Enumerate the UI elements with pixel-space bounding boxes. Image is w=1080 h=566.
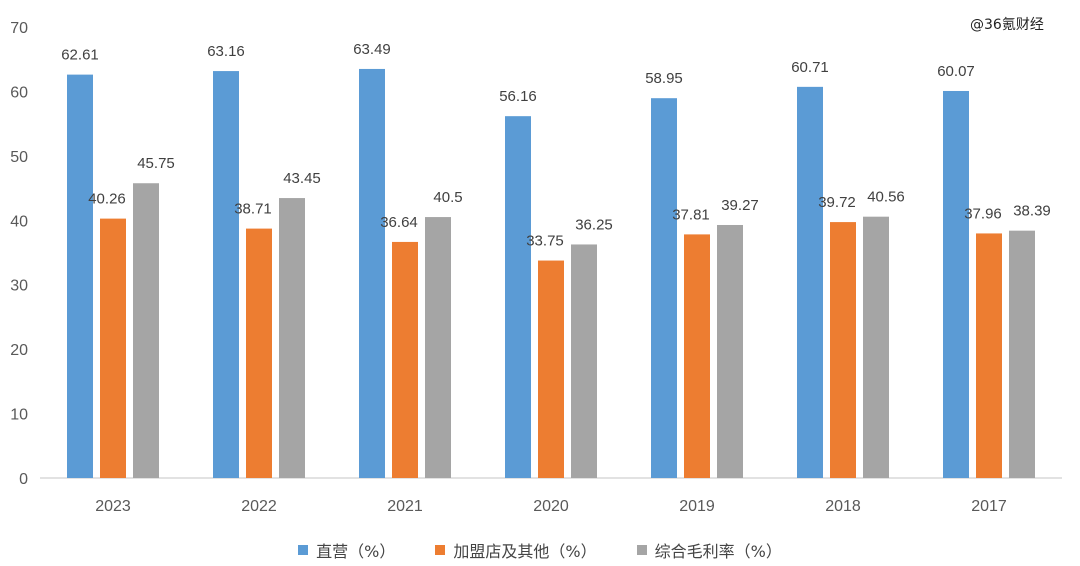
data-label: 33.75 <box>526 233 564 250</box>
data-label: 43.45 <box>283 170 321 187</box>
bar-s1 <box>797 86 823 479</box>
data-label: 45.75 <box>137 155 175 172</box>
x-tick-label: 2021 <box>387 498 423 515</box>
legend: 直营（%） 加盟店及其他（%） 综合毛利率（%） <box>0 538 1080 562</box>
data-label: 38.39 <box>1013 203 1051 220</box>
y-tick-label: 50 <box>10 149 28 166</box>
watermark: @36氪财经 <box>970 17 1044 33</box>
y-tick-label: 40 <box>10 213 28 230</box>
bar-s2 <box>684 234 710 478</box>
data-label: 60.71 <box>791 59 829 76</box>
legend-label-direct: 直营（%） <box>316 542 396 561</box>
bar-s3 <box>863 216 889 478</box>
y-tick-label: 60 <box>10 84 28 101</box>
legend-label-gross-margin: 综合毛利率（%） <box>654 542 782 561</box>
legend-swatch-gross-margin <box>636 545 647 555</box>
bar-s1 <box>359 68 385 479</box>
y-tick-label: 10 <box>10 407 28 424</box>
data-label: 38.71 <box>234 201 272 218</box>
legend-item-franchise: 加盟店及其他（%） <box>435 538 597 562</box>
data-label: 63.49 <box>353 41 391 58</box>
legend-item-direct: 直营（%） <box>298 538 395 562</box>
legend-label-franchise: 加盟店及其他（%） <box>453 542 597 561</box>
bar-s3 <box>279 198 305 478</box>
data-label: 36.25 <box>575 216 613 233</box>
bar-s2 <box>830 222 856 478</box>
data-label: 60.07 <box>937 63 975 80</box>
bar-s1 <box>67 74 93 478</box>
data-label: 63.16 <box>207 43 245 60</box>
data-label: 36.64 <box>380 214 418 231</box>
bar-s3 <box>425 217 451 479</box>
data-label: 37.81 <box>672 206 710 223</box>
x-tick-label: 2019 <box>679 498 715 515</box>
data-label: 39.27 <box>721 197 759 214</box>
x-tick-label: 2020 <box>533 498 569 515</box>
legend-item-gross-margin: 综合毛利率（%） <box>636 538 782 562</box>
data-label: 58.95 <box>645 70 683 87</box>
data-label: 62.61 <box>61 47 99 64</box>
bar-s2 <box>538 260 564 478</box>
x-tick-label: 2018 <box>825 498 861 515</box>
x-tick-label: 2022 <box>241 498 277 515</box>
x-tick-label: 2017 <box>971 498 1007 515</box>
bar-chart: 0 10 20 30 40 50 60 70 62.61 40.26 45.75 2023 63.16 3… <box>10 20 1062 515</box>
data-label: 40.5 <box>433 189 462 206</box>
data-label: 40.56 <box>867 189 905 206</box>
bar-s3 <box>133 183 159 478</box>
bar-s1 <box>651 98 677 478</box>
bar-s1 <box>213 71 239 478</box>
y-tick-label: 70 <box>10 20 28 37</box>
bar-s1 <box>505 116 531 479</box>
y-tick-label: 0 <box>19 471 28 488</box>
bar-s2 <box>246 228 272 478</box>
x-tick-label: 2023 <box>95 498 131 515</box>
bar-s3 <box>571 244 597 478</box>
legend-swatch-franchise <box>435 545 446 555</box>
data-label: 37.96 <box>964 205 1002 222</box>
bar-s2 <box>976 233 1002 478</box>
data-label: 39.72 <box>818 194 856 211</box>
y-tick-label: 20 <box>10 342 28 359</box>
bar-s2 <box>392 241 418 478</box>
bar-s3 <box>1009 230 1035 478</box>
data-label: 40.26 <box>88 191 126 208</box>
bar-s3 <box>717 224 743 478</box>
data-label: 56.16 <box>499 88 537 105</box>
y-tick-label: 30 <box>10 278 28 295</box>
bar-s2 <box>100 218 126 478</box>
legend-swatch-direct <box>298 545 309 555</box>
bar-s1 <box>943 90 969 478</box>
